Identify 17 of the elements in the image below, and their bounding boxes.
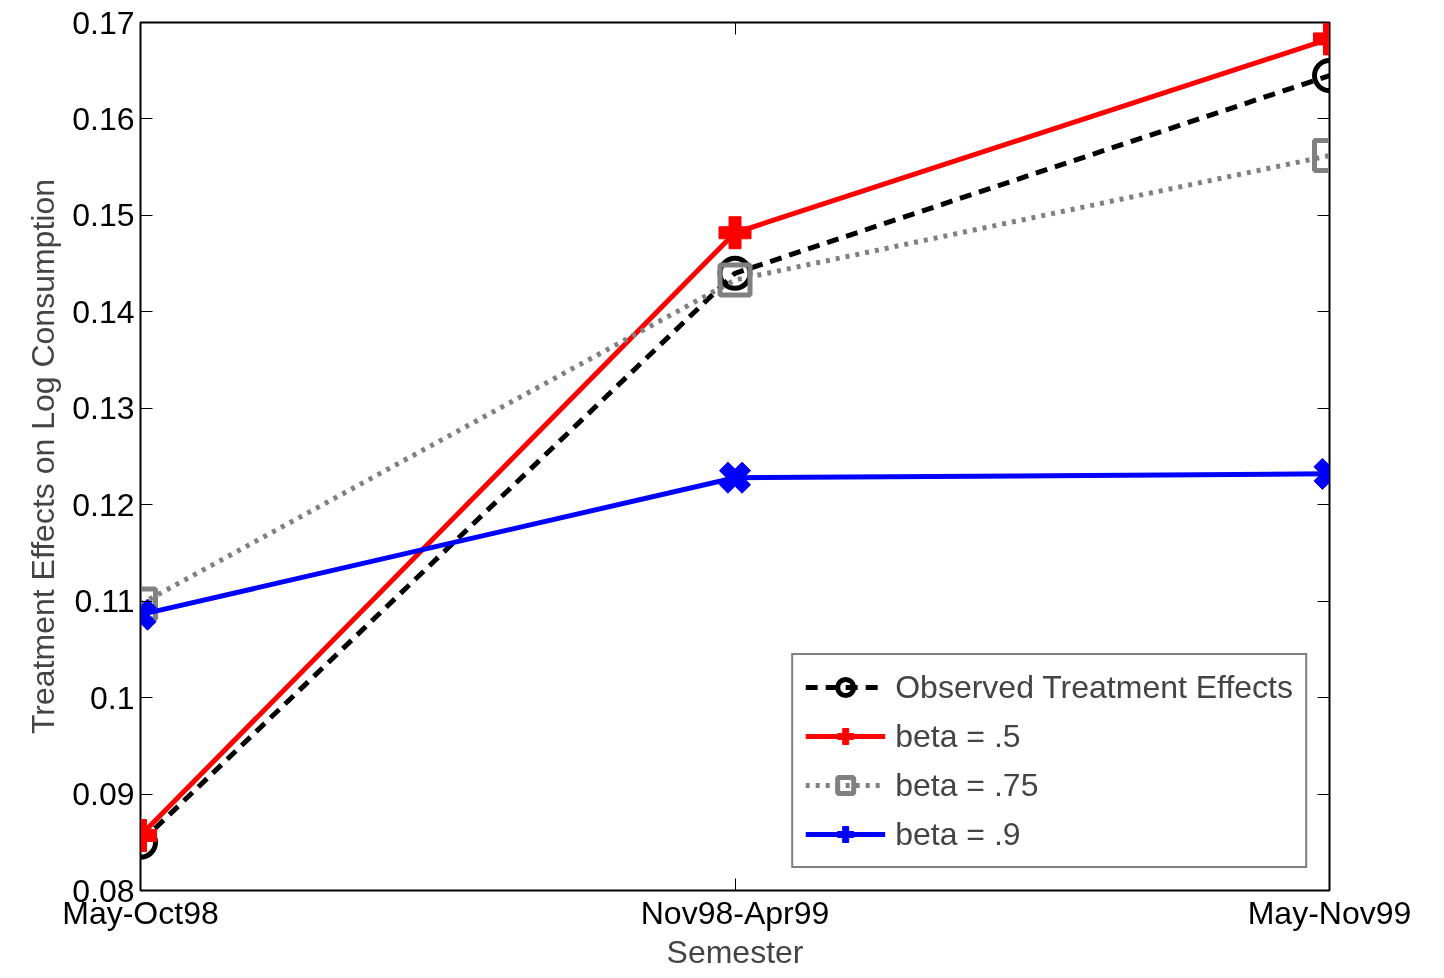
x-tick-label: Nov98-Apr99 xyxy=(640,894,830,931)
y-tick-label: 0.14 xyxy=(72,293,135,330)
legend-label: Observed Treatment Effects xyxy=(895,667,1293,707)
x-axis-title: Semester xyxy=(666,933,804,970)
legend-label: beta = .5 xyxy=(895,716,1021,756)
legend-label: beta = .75 xyxy=(895,765,1039,805)
y-tick-label: 0.11 xyxy=(74,583,135,620)
y-axis-title: Treatment Effects on Log Consumption xyxy=(25,179,62,734)
legend-label: beta = .9 xyxy=(895,814,1021,854)
y-tick-label: 0.17 xyxy=(72,4,135,41)
x-tick-label: May-Nov99 xyxy=(1247,894,1412,931)
y-tick-label: 0.15 xyxy=(72,197,135,234)
y-tick-label: 0.09 xyxy=(72,776,135,813)
y-tick-label: 0.1 xyxy=(90,679,135,716)
y-tick-label: 0.13 xyxy=(72,390,135,427)
y-tick-label: 0.16 xyxy=(72,100,135,137)
y-tick-label: 0.12 xyxy=(72,486,135,523)
